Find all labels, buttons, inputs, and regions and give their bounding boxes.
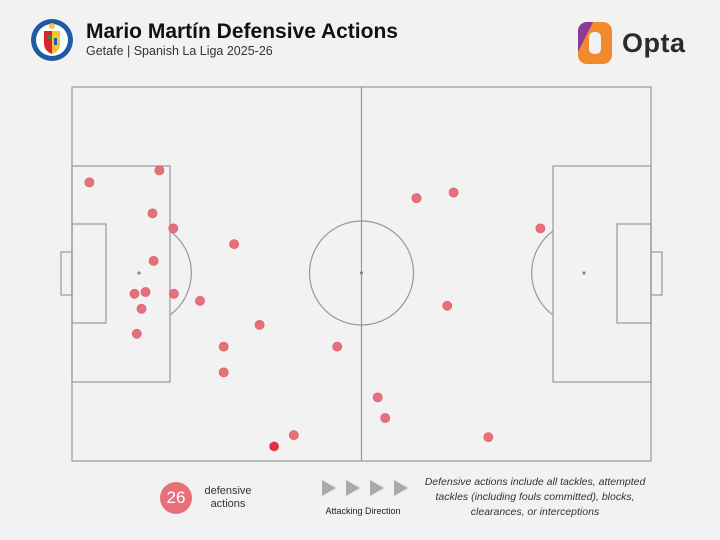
goal-left <box>60 251 73 296</box>
penalty-spot-right <box>582 271 586 275</box>
definition-note: Defensive actions include all tackles, a… <box>424 476 646 518</box>
footer: 26 defensive actions Attacking Direction… <box>0 470 720 540</box>
defensive-action-point <box>372 392 383 403</box>
defensive-action-point <box>154 165 165 176</box>
attacking-direction-arrows <box>322 480 412 498</box>
defensive-action-point <box>448 187 459 198</box>
defensive-action-point <box>332 341 343 352</box>
centre-circle <box>308 220 415 326</box>
defensive-action-point <box>129 288 140 299</box>
defensive-action-point <box>136 303 147 314</box>
centre-spot <box>359 271 364 275</box>
defensive-action-point <box>288 430 299 441</box>
defensive-action-point <box>218 341 229 352</box>
penalty-spot-left <box>137 271 141 275</box>
defensive-action-point <box>148 255 159 266</box>
defensive-action-point <box>131 328 142 339</box>
defensive-action-point <box>168 223 179 234</box>
defensive-action-markers <box>84 165 546 452</box>
defensive-action-point <box>168 288 179 299</box>
direction-arrow-icon <box>346 480 360 496</box>
defensive-action-point <box>140 287 151 297</box>
direction-arrow-icon <box>370 480 384 496</box>
defensive-action-point <box>195 295 205 306</box>
attacking-direction-label: Attacking Direction <box>325 506 401 516</box>
defensive-action-point <box>218 367 229 378</box>
penalty-arc-left <box>169 230 192 316</box>
action-count-badge: 26 <box>160 482 192 514</box>
penalty-arc-right <box>531 230 554 316</box>
six-yard-box-left <box>71 223 107 324</box>
brand-logo: Opta <box>578 20 698 66</box>
defensive-action-point <box>84 177 95 188</box>
penalty-box-right <box>552 165 652 383</box>
defensive-action-point <box>147 208 158 219</box>
direction-arrow-icon <box>322 480 336 496</box>
defensive-action-point <box>411 193 422 203</box>
opta-logo-icon <box>578 22 612 64</box>
action-count-label: defensive actions <box>204 485 252 510</box>
direction-arrow-icon <box>394 480 408 496</box>
header: Mario Martín Defensive Actions Getafe | … <box>0 0 720 80</box>
brand-name: Opta <box>622 28 686 58</box>
defensive-action-point <box>269 441 279 452</box>
goal-right <box>650 251 663 296</box>
six-yard-box-right <box>616 223 652 324</box>
page-title: Mario Martín Defensive Actions <box>86 20 398 43</box>
defensive-action-point <box>483 432 494 442</box>
penalty-box-left <box>71 165 171 383</box>
getafe-crest-icon <box>31 19 73 61</box>
defensive-action-point <box>254 319 265 330</box>
page-subtitle: Getafe | Spanish La Liga 2025-26 <box>86 44 273 58</box>
defensive-action-point <box>229 239 239 249</box>
defensive-action-point <box>535 223 546 234</box>
defensive-action-point <box>380 413 391 423</box>
defensive-action-point <box>442 300 453 311</box>
